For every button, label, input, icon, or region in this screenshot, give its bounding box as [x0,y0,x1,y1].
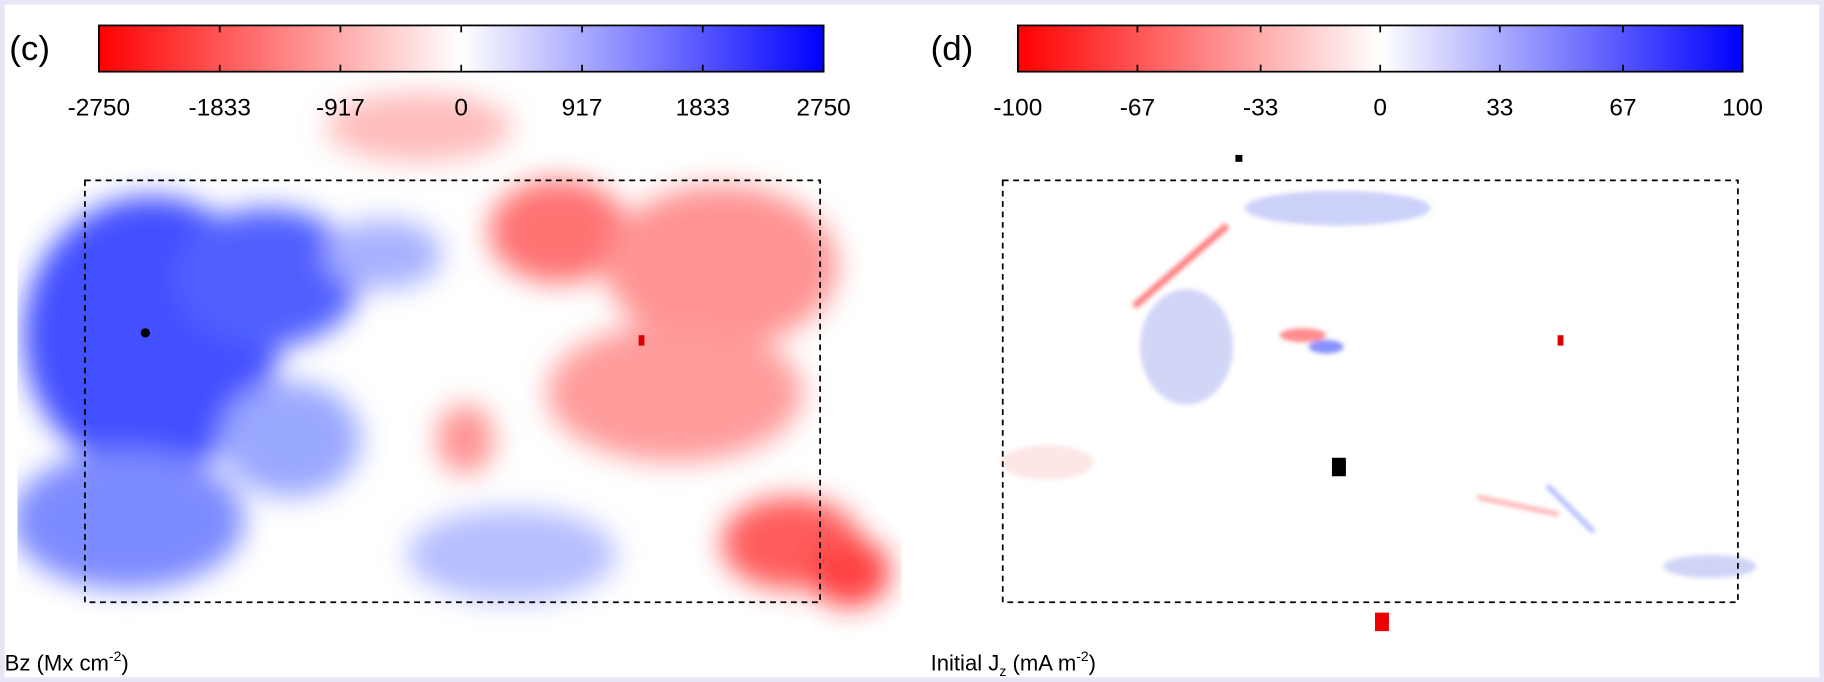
label-part: -2 [109,648,122,664]
bz-map [17,92,890,607]
region-box [1001,179,1739,604]
label-part: Bz (Mx cm [5,651,109,676]
figure-background [4,4,1820,678]
colorbar-title: Initial Jz (mA m-2) [931,648,1096,679]
label-part: z [999,663,1006,679]
region-box [84,179,821,604]
colorbar-tick-label: -100 [993,95,1042,122]
colorbar-tick-label: -917 [316,95,365,122]
colorbar-tick-label: 917 [562,95,603,122]
colorbar-title: Bz (Mx cm-2) [5,648,129,675]
label-part: (mA m [1006,651,1076,676]
label-part: ) [121,651,128,676]
pixel-marker [140,328,151,338]
colorbar-tick-label: 100 [1722,95,1763,122]
label-part: -2 [1076,648,1089,664]
colorbar [98,24,825,73]
panel-label: (c) [9,30,50,68]
colorbar [1016,24,1744,73]
colorbar-tick-label: -33 [1243,95,1278,122]
pixel-marker [1374,612,1389,632]
colorbar-tick-label: 0 [454,95,468,122]
pixel-marker [638,335,645,346]
colorbar-tick-label: 1833 [676,95,730,122]
colorbar-tick-label: 33 [1486,95,1513,122]
label-part: ) [1089,651,1096,676]
colorbar-tick-label: -67 [1120,95,1155,122]
label-part: Initial J [931,651,1000,676]
colorbar-tick-label: -2750 [68,95,130,122]
panel-label: (d) [931,30,974,68]
colorbar-tick-label: 0 [1373,95,1387,122]
jz-map [1000,154,1757,632]
pixel-marker [1557,335,1564,346]
pixel-marker [1235,154,1243,162]
pixel-marker [1331,457,1346,477]
colorbar-tick-label: 67 [1609,95,1636,122]
colorbar-tick-label: 2750 [796,95,850,122]
colorbar-tick-label: -1833 [188,95,250,122]
